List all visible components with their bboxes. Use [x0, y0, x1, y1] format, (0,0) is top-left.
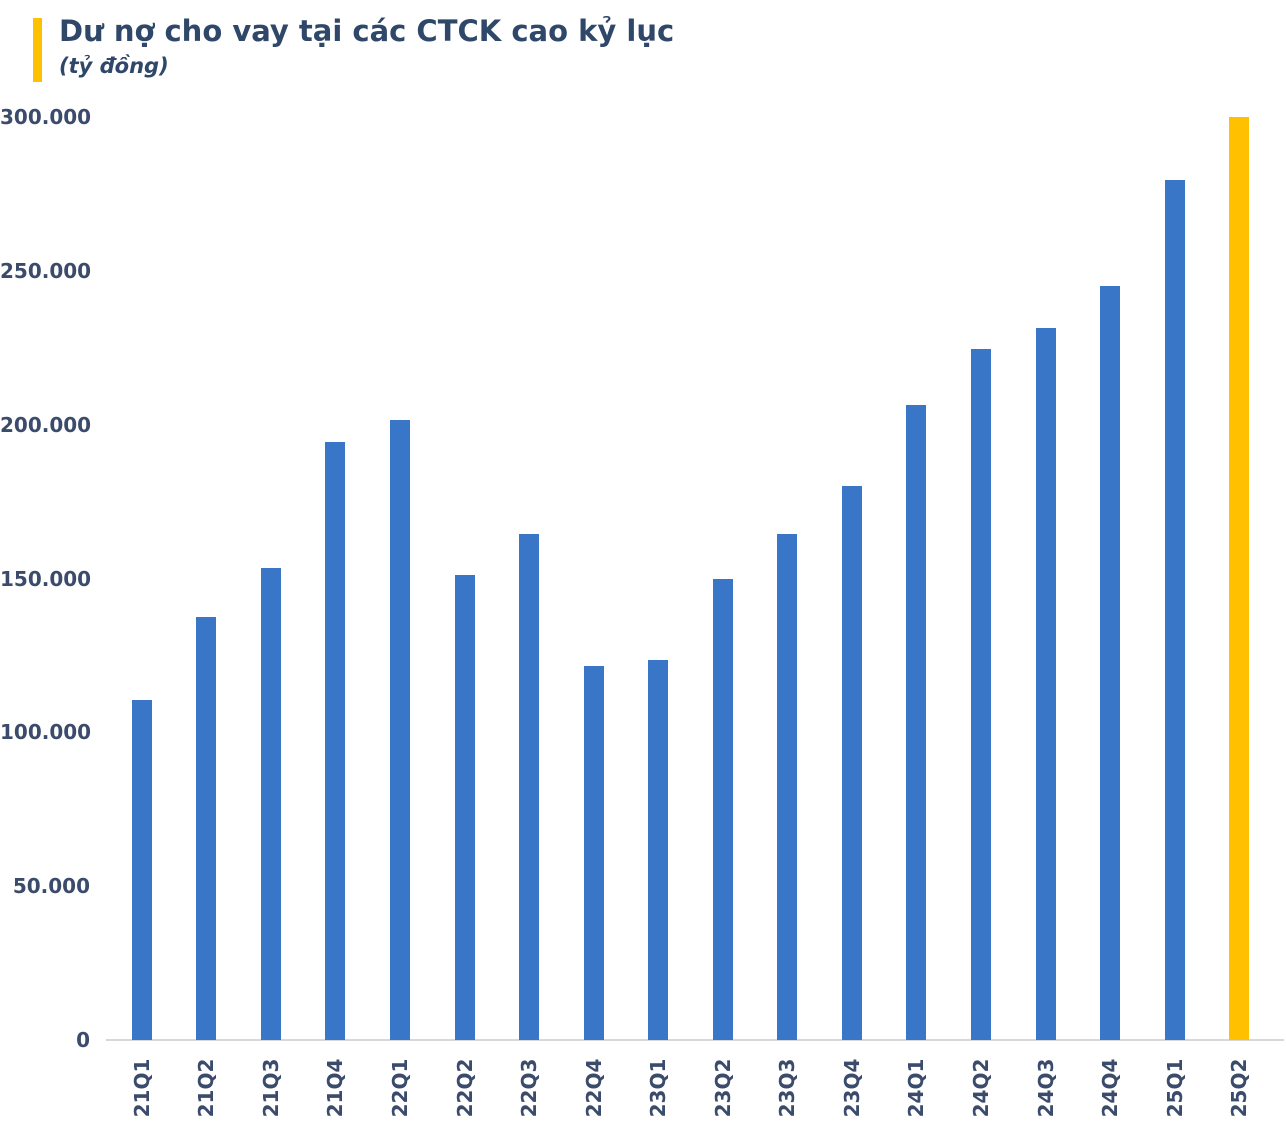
bar-22q1 — [390, 420, 410, 1040]
x-axis-line — [106, 1039, 1284, 1041]
bar-23q1 — [648, 660, 669, 1040]
bar-24q3 — [1035, 327, 1056, 1040]
x-axis-tick-label: 21Q1 — [129, 1058, 154, 1118]
bar-21q1 — [131, 700, 152, 1040]
y-axis-tick-label: 250.000 — [0, 258, 92, 283]
bar-22q3 — [519, 533, 540, 1040]
chart-title: Dư nợ cho vay tại các CTCK cao kỷ lục — [59, 14, 675, 48]
bar-23q3 — [777, 533, 798, 1040]
bar-21q2 — [196, 616, 217, 1040]
x-axis-tick-label: 23Q4 — [839, 1058, 864, 1118]
x-axis-tick-label: 23Q3 — [775, 1058, 800, 1118]
y-axis-tick-label: 300.000 — [0, 105, 92, 129]
x-axis-tick-label: 21Q4 — [323, 1058, 348, 1118]
x-axis-tick-label: 25Q2 — [1227, 1058, 1252, 1118]
bar-24q1 — [906, 404, 927, 1040]
x-axis-tick-label: 25Q1 — [1162, 1058, 1187, 1118]
bar-22q4 — [583, 666, 604, 1040]
x-axis-tick-label: 22Q4 — [581, 1058, 606, 1118]
bar-21q4 — [325, 441, 346, 1040]
x-axis-tick-label: 23Q2 — [710, 1058, 735, 1118]
y-axis-tick-label: 50.000 — [12, 874, 90, 899]
x-axis-tick-label: 24Q2 — [968, 1058, 993, 1118]
x-axis-tick-label: 21Q2 — [194, 1058, 219, 1118]
bar-23q4 — [841, 486, 862, 1040]
y-axis-tick-label: 0 — [76, 1028, 90, 1052]
y-axis-tick-label: 150.000 — [0, 566, 92, 591]
x-axis-tick-label: 24Q3 — [1033, 1058, 1058, 1118]
bar-22q2 — [454, 575, 475, 1040]
x-axis-tick-label: 23Q1 — [646, 1058, 671, 1118]
x-axis-tick-label: 22Q2 — [452, 1058, 477, 1118]
bar-24q2 — [970, 349, 991, 1040]
x-axis-tick-label: 21Q3 — [258, 1058, 283, 1118]
chart-subtitle: (tỷ đồng) — [59, 54, 169, 78]
title-accent-bar — [33, 18, 42, 82]
bar-24q4 — [1100, 286, 1121, 1040]
x-axis-tick-label: 22Q1 — [388, 1058, 412, 1118]
bar-21q3 — [260, 567, 281, 1040]
x-axis-tick-label: 24Q1 — [904, 1058, 929, 1118]
bar-25q1 — [1164, 180, 1185, 1040]
y-axis-tick-label: 100.000 — [0, 720, 92, 745]
bar-25q2 — [1229, 117, 1250, 1040]
y-axis-tick-label: 200.000 — [0, 412, 92, 437]
x-axis-tick-label: 22Q3 — [517, 1058, 542, 1118]
x-axis-tick-label: 24Q4 — [1098, 1058, 1123, 1118]
bar-23q2 — [712, 578, 733, 1040]
